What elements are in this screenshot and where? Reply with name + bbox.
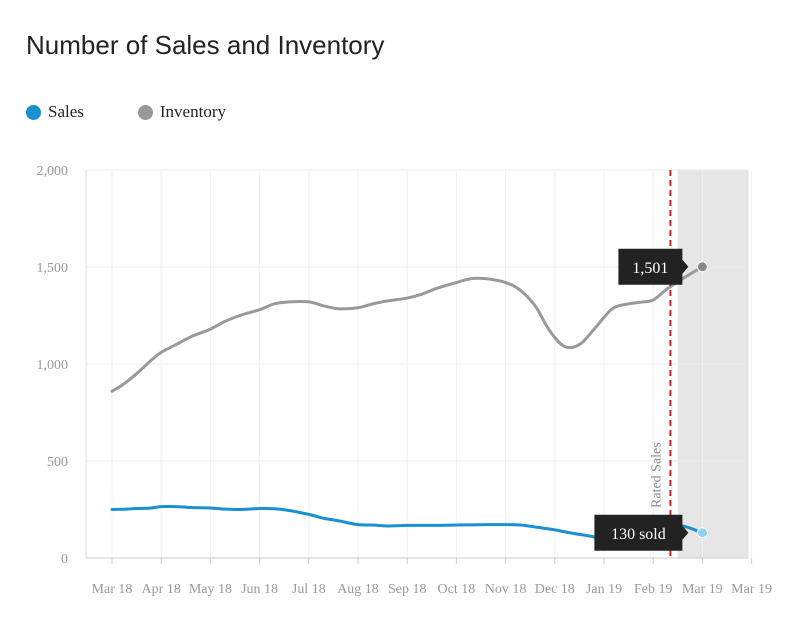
tooltip-text-sales: 130 sold: [611, 526, 666, 543]
x-tick-label: Nov 18: [485, 582, 527, 597]
tooltip-sales: 130 sold: [594, 514, 689, 551]
legend-item-inventory[interactable]: Inventory: [137, 102, 226, 122]
y-tick-label: 0: [61, 552, 68, 567]
x-tick-label: May 18: [189, 582, 232, 597]
series-end-marker-sales[interactable]: [696, 527, 708, 539]
legend-label-inventory: Inventory: [159, 102, 226, 121]
x-tick-label: Oct 18: [438, 582, 476, 597]
y-tick-label: 500: [47, 455, 68, 470]
legend-swatch-inventory: [137, 104, 153, 120]
x-tick-label: Mar 19: [731, 582, 772, 597]
series-line-inventory: [110, 265, 704, 393]
x-tick-label: Feb 19: [634, 582, 673, 597]
x-tick-label: Sep 18: [388, 582, 427, 597]
legend-swatch-sales: [26, 104, 41, 120]
x-tick-label: Jan 19: [586, 582, 622, 597]
x-tick-label: Aug 18: [337, 582, 379, 597]
legend: Sales Inventory: [26, 102, 280, 122]
y-tick-label: 1,000: [37, 358, 69, 373]
x-tick-label: Dec 18: [535, 582, 575, 597]
y-tick-label: 1,500: [37, 261, 69, 276]
forecast-label: Rated Sales: [649, 442, 664, 508]
chart-title: Number of Sales and Inventory: [26, 30, 385, 60]
y-tick-label: 2,000: [37, 164, 69, 179]
tooltip-text-inventory: 1,501: [632, 260, 668, 277]
legend-label-sales: Sales: [48, 102, 84, 121]
x-tick-label: Apr 18: [142, 582, 181, 597]
x-tick-label: Mar 18: [92, 582, 133, 597]
x-tick-label: Jun 18: [241, 582, 278, 597]
tooltip-inventory: 1,501: [618, 248, 689, 285]
x-tick-label: Jul 18: [292, 582, 326, 597]
legend-item-sales[interactable]: Sales: [26, 102, 84, 122]
tooltip-box-sales: [594, 514, 689, 551]
x-tick-label: Mar 19: [682, 582, 723, 597]
series-end-marker-inventory[interactable]: [696, 261, 708, 273]
tooltip-box-inventory: [618, 248, 689, 285]
